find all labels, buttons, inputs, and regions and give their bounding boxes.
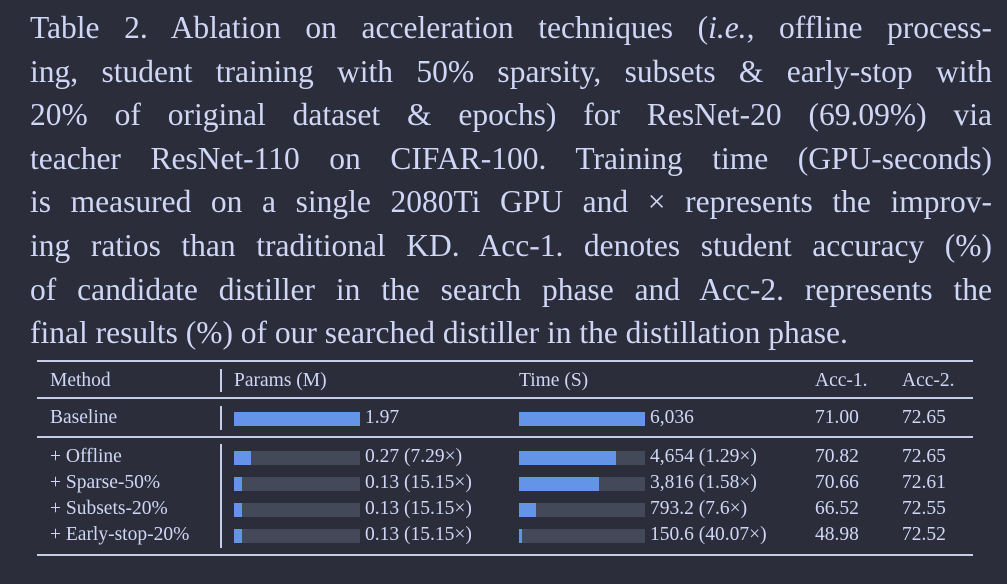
header-rule [37,397,973,399]
caption-line-1-tail: , offline process- [746,10,992,45]
row-5-params-bar-track [234,529,360,543]
row-1-acc1: 71.00 [815,407,859,428]
row-4-params-bar [234,503,242,517]
caption-line-5: is measured on a single 2080Ti GPU and ×… [30,184,992,220]
row-5-time-bar-track [519,529,645,543]
row-1-time-bar [519,412,645,426]
caption-line-4: teacher ResNet-110 on CIFAR-100. Trainin… [30,140,992,176]
row-2-params-bar [234,451,251,465]
body-column-separator [220,444,222,548]
header-params: Params (M) [234,370,327,391]
ablation-table: Method Params (M) Time (S) Acc-1. Acc-2.… [37,360,973,560]
header-method: Method [50,370,111,391]
row-4-acc1: 66.52 [815,498,859,519]
header-column-separator [220,369,222,392]
row-4-acc2: 72.55 [902,498,946,519]
table-bottom-rule [37,554,973,556]
row-3-time-label: 3,816 (1.58×) [650,472,757,493]
header-time: Time (S) [519,370,589,391]
caption-ie: i.e. [708,10,747,45]
row-1-acc2: 72.65 [902,407,946,428]
caption-line-8: final results (%) of our searched distil… [30,315,848,351]
row-3-acc2: 72.61 [902,472,946,493]
row-3-time-bar-track [519,477,645,491]
row-4-time-bar [519,503,536,517]
row-5-time-label: 150.6 (40.07×) [650,524,767,545]
row-2-params-bar-track [234,451,360,465]
row-1-time-bar-track [519,412,645,426]
row-5-acc2: 72.52 [902,524,946,545]
caption-line-2: ing, student training with 50% sparsity,… [30,53,992,89]
baseline-column-separator [220,406,222,430]
table-top-rule [37,360,973,362]
row-4-method: + Subsets-20% [50,498,168,519]
row-3-method: + Sparse-50% [50,472,161,493]
row-2-time-bar [519,451,616,465]
row-5-time-bar [519,529,522,543]
row-1-time-label: 6,036 [650,407,694,428]
row-3-params-bar [234,477,242,491]
row-2-method: + Offline [50,446,122,467]
row-1-params-label: 1.97 [365,407,400,428]
row-4-params-bar-track [234,503,360,517]
row-2-acc2: 72.65 [902,446,946,467]
caption-line-1: Table 2. Ablation on acceleration techni… [30,6,992,50]
row-4-time-label: 793.2 (7.6×) [650,498,748,519]
row-3-acc1: 70.66 [815,472,859,493]
header-acc1: Acc-1. [815,370,868,391]
row-5-acc1: 48.98 [815,524,859,545]
row-2-params-label: 0.27 (7.29×) [365,446,463,467]
row-4-time-bar-track [519,503,645,517]
caption-line-3: 20% of original dataset & epochs) for Re… [30,97,992,133]
row-3-params-label: 0.13 (15.15×) [365,472,472,493]
row-2-time-bar-track [519,451,645,465]
row-1-params-bar-track [234,412,360,426]
row-1-params-bar [234,412,360,426]
header-acc2: Acc-2. [902,370,955,391]
row-3-time-bar [519,477,599,491]
table-caption: Table 2. Ablation on acceleration techni… [30,6,992,355]
caption-line-7: of candidate distiller in the search pha… [30,271,992,307]
row-1-method: Baseline [50,407,118,428]
row-5-params-label: 0.13 (15.15×) [365,524,472,545]
row-2-time-label: 4,654 (1.29×) [650,446,757,467]
caption-line-6: ing ratios than traditional KD. Acc-1. d… [30,227,992,263]
row-5-params-bar [234,529,242,543]
caption-line-1-head: Table 2. Ablation on acceleration techni… [30,10,709,45]
row-3-params-bar-track [234,477,360,491]
baseline-rule [37,436,973,438]
row-4-params-label: 0.13 (15.15×) [365,498,472,519]
row-2-acc1: 70.82 [815,446,859,467]
row-5-method: + Early-stop-20% [50,524,190,545]
